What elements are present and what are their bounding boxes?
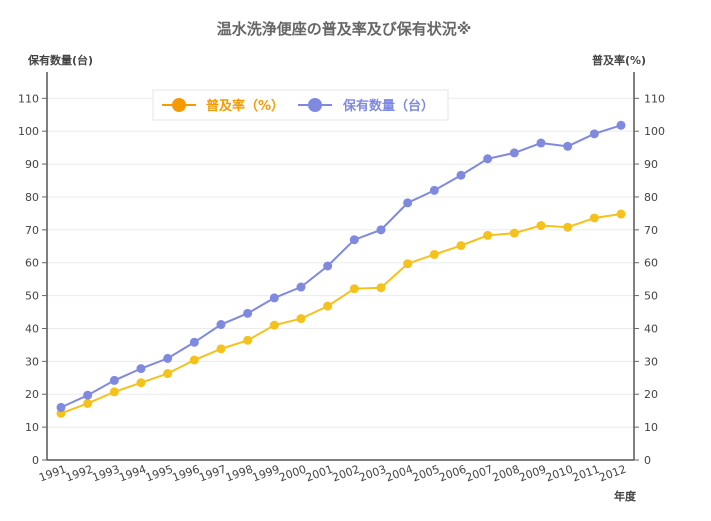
data-point-series-0 xyxy=(429,249,439,259)
y-tick-label-right: 30 xyxy=(644,355,658,368)
y-tick-label-right: 60 xyxy=(644,257,658,270)
data-point-series-1 xyxy=(589,129,599,139)
data-point-series-1 xyxy=(429,185,439,195)
legend-marker-units xyxy=(308,98,322,112)
data-point-series-1 xyxy=(563,141,573,151)
data-point-series-0 xyxy=(323,301,333,311)
series-line-0 xyxy=(60,213,622,415)
data-point-series-1 xyxy=(616,120,626,130)
y-tick-label-right: 110 xyxy=(644,92,665,105)
y-tick-label-left: 10 xyxy=(25,421,39,434)
data-point-series-1 xyxy=(483,154,493,164)
data-point-series-1 xyxy=(163,353,173,363)
y-tick-label-left: 0 xyxy=(32,454,39,467)
y-tick-label-left: 110 xyxy=(18,92,39,105)
x-tick-label: 2012 xyxy=(597,463,628,485)
data-point-series-1 xyxy=(189,337,199,347)
data-point-series-0 xyxy=(189,355,199,365)
data-point-series-1 xyxy=(243,308,253,318)
x-axis-title: 年度 xyxy=(614,489,637,503)
y-tick-label-right: 100 xyxy=(644,125,665,138)
data-point-series-0 xyxy=(616,209,626,219)
axes xyxy=(46,72,635,461)
data-point-series-0 xyxy=(269,320,279,330)
data-point-series-0 xyxy=(163,369,173,379)
data-point-series-1 xyxy=(83,390,93,400)
y-tick-label-left: 40 xyxy=(25,322,39,335)
data-point-series-0 xyxy=(376,283,386,293)
data-point-series-0 xyxy=(109,387,119,397)
data-point-series-1 xyxy=(536,138,546,148)
legend-marker-penetration xyxy=(172,98,186,112)
y-tick-label-left: 30 xyxy=(25,355,39,368)
data-point-series-0 xyxy=(589,213,599,223)
data-point-series-0 xyxy=(456,241,466,251)
data-point-series-1 xyxy=(109,375,119,385)
y-tick-label-left: 50 xyxy=(25,290,39,303)
y-tick-label-left: 60 xyxy=(25,257,39,270)
y-tick-label-left: 80 xyxy=(25,191,39,204)
data-point-series-0 xyxy=(563,222,573,232)
data-point-series-0 xyxy=(403,259,413,269)
data-point-series-1 xyxy=(136,364,146,374)
y-tick-label-left: 90 xyxy=(25,158,39,171)
y-axis-left-title: 保有数量(台) xyxy=(27,53,93,67)
y-tick-label-left: 70 xyxy=(25,224,39,237)
data-point-series-0 xyxy=(536,221,546,231)
y-tick-label-right: 40 xyxy=(644,322,658,335)
y-axis-left-ticks: 0 10 20 30 40 50 60 70 80 90 100 110 xyxy=(18,92,47,467)
y-tick-label-right: 0 xyxy=(644,454,651,467)
data-point-series-1 xyxy=(349,235,359,245)
data-point-series-1 xyxy=(376,225,386,235)
legend: 普及率（%） 保有数量（台） xyxy=(152,89,449,121)
y-tick-label-right: 10 xyxy=(644,421,658,434)
data-point-series-1 xyxy=(269,293,279,303)
data-point-series-0 xyxy=(243,335,253,345)
data-point-series-1 xyxy=(403,198,413,208)
legend-label-units: 保有数量（台） xyxy=(342,98,434,114)
y-tick-label-right: 50 xyxy=(644,290,658,303)
chart-title: 温水洗浄便座の普及率及び保有状況※ xyxy=(217,20,472,38)
data-point-series-1 xyxy=(323,261,333,271)
series-group xyxy=(56,120,626,418)
data-point-series-1 xyxy=(509,148,519,158)
y-tick-label-right: 20 xyxy=(644,388,658,401)
data-point-series-1 xyxy=(296,282,306,292)
y-tick-label-right: 70 xyxy=(644,224,658,237)
x-axis-ticks: 1991199219931994199519961997199819992000… xyxy=(37,463,628,485)
gridlines xyxy=(47,97,634,428)
data-point-series-1 xyxy=(216,320,226,330)
data-point-series-0 xyxy=(136,378,146,388)
data-point-series-1 xyxy=(456,170,466,180)
data-point-series-1 xyxy=(56,402,66,412)
y-tick-label-left: 100 xyxy=(18,125,39,138)
y-axis-right-title: 普及率(%) xyxy=(592,53,646,67)
y-tick-label-right: 90 xyxy=(644,158,658,171)
legend-label-penetration: 普及率（%） xyxy=(206,98,284,114)
data-point-series-0 xyxy=(349,284,359,294)
data-point-series-0 xyxy=(483,230,493,240)
y-axis-right-ticks: 0 10 20 30 40 50 60 70 80 90 100 110 xyxy=(634,92,665,467)
data-point-series-0 xyxy=(296,314,306,324)
data-point-series-0 xyxy=(509,228,519,238)
y-tick-label-left: 20 xyxy=(25,388,39,401)
series-line-1 xyxy=(60,124,622,409)
data-point-series-0 xyxy=(83,398,93,408)
data-point-series-0 xyxy=(216,344,226,354)
y-tick-label-right: 80 xyxy=(644,191,658,204)
